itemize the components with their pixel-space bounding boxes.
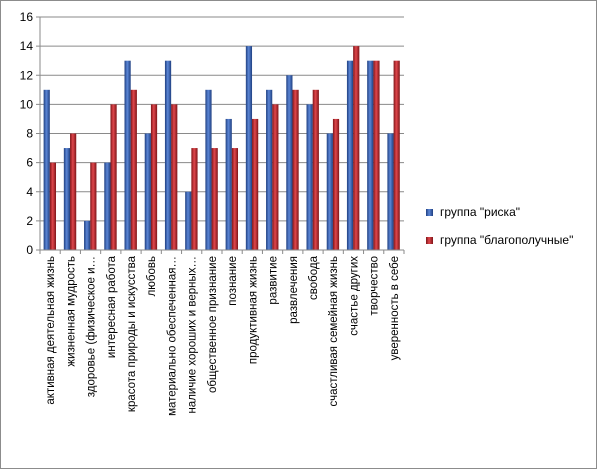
bar xyxy=(387,133,394,250)
bars xyxy=(43,46,400,250)
bar xyxy=(332,118,340,250)
bar xyxy=(164,60,172,250)
bar xyxy=(84,220,91,250)
bar xyxy=(104,162,111,250)
bar xyxy=(272,104,279,250)
bar xyxy=(191,148,198,250)
x-tick-label: здоровье (физическое и… xyxy=(86,256,98,397)
bar xyxy=(373,60,380,250)
x-tick-label: творчество xyxy=(369,256,381,316)
legend-label: группа "риска" xyxy=(440,205,520,219)
x-tick-label: счастливая семейная жизнь xyxy=(328,256,340,406)
y-tick-label: 14 xyxy=(20,39,34,53)
bar xyxy=(185,191,192,250)
axes xyxy=(39,17,405,254)
y-tick-label: 10 xyxy=(20,97,34,111)
legend-swatch xyxy=(426,209,433,216)
bar xyxy=(211,148,218,250)
bar xyxy=(130,89,137,250)
x-tick-label: счастье других xyxy=(348,256,360,336)
x-tick-label: развитие xyxy=(268,256,280,305)
x-tick-label: уверенность в себе xyxy=(389,256,401,360)
x-tick-label: общественное признание xyxy=(207,256,219,393)
bar xyxy=(70,133,77,250)
bar xyxy=(252,118,259,250)
bar xyxy=(43,89,50,250)
x-tick-label: свобода xyxy=(308,255,320,300)
x-tick-label: красота природы и искусства xyxy=(126,255,138,412)
bar xyxy=(231,148,239,250)
y-axis-ticks: 0 2 4 6 8 10 12 14 16 xyxy=(20,10,40,257)
y-tick-label: 6 xyxy=(26,156,33,170)
bar xyxy=(225,118,232,250)
bar xyxy=(245,46,253,250)
y-tick-label: 16 xyxy=(20,10,34,24)
gridlines xyxy=(40,16,404,222)
x-tick-label: наличие хороших и верных… xyxy=(187,256,199,414)
y-tick-label: 0 xyxy=(26,243,33,257)
x-tick-label: интересная работа xyxy=(106,255,118,358)
bar xyxy=(346,60,354,250)
bar xyxy=(205,89,212,250)
bar xyxy=(367,60,374,250)
legend-label: группа "благополучные" xyxy=(440,233,573,247)
bar xyxy=(292,89,299,250)
x-tick-label: познание xyxy=(227,256,239,306)
bar xyxy=(63,148,71,250)
y-tick-label: 8 xyxy=(26,127,33,141)
bar xyxy=(326,133,333,250)
bar xyxy=(353,46,360,250)
bar xyxy=(49,162,57,250)
legend: группа "риска" группа "благополучные" xyxy=(426,205,573,247)
legend-swatch xyxy=(426,237,433,244)
bar xyxy=(124,60,131,250)
x-tick-label: жизненная мудрость xyxy=(65,256,77,367)
y-tick-label: 12 xyxy=(20,68,34,82)
bar xyxy=(110,104,117,250)
bar xyxy=(150,104,158,250)
y-tick-label: 4 xyxy=(26,185,33,199)
bar xyxy=(286,75,293,250)
x-tick-label: активная деятельная жизнь xyxy=(45,256,57,405)
x-axis-labels: активная деятельная жизнь жизненная мудро… xyxy=(45,255,401,416)
x-tick-label: продуктивная жизнь xyxy=(247,256,259,364)
x-tick-label: материально обеспеченная… xyxy=(166,256,178,416)
x-tick-label: любовь xyxy=(146,256,158,296)
bar xyxy=(312,89,319,250)
bar xyxy=(306,104,313,250)
x-tick-label: развлечения xyxy=(288,256,300,324)
bar xyxy=(90,162,97,250)
bar xyxy=(144,133,151,250)
y-tick-label: 2 xyxy=(26,214,33,228)
bar xyxy=(171,104,178,250)
bar xyxy=(393,60,400,250)
bar xyxy=(266,89,273,250)
